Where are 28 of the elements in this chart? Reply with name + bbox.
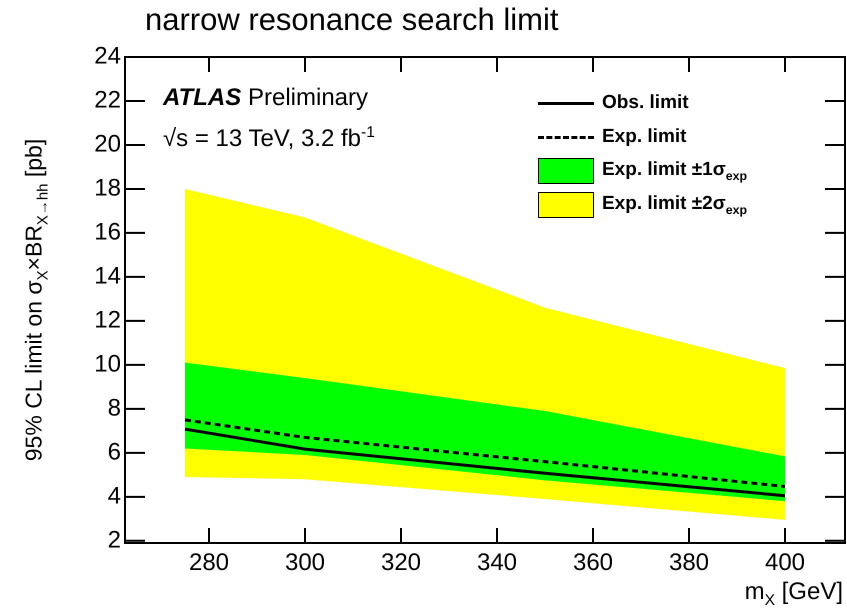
y-tick-label: 2 <box>108 526 121 554</box>
annotation: Preliminary <box>248 84 368 112</box>
x-axis-title: m$_{X}$ [GeV] <box>744 578 843 610</box>
x-tick-label: 360 <box>572 549 614 576</box>
x-tick-label: 300 <box>284 549 326 576</box>
y-tick-label: 16 <box>94 218 121 246</box>
y-tick-label: 8 <box>108 394 121 422</box>
annotation: ATLAS <box>163 84 242 112</box>
y-tick-label: 10 <box>94 350 121 378</box>
legend-label: Exp. limit ±2σ$_{exp}$ <box>602 193 748 217</box>
x-tick-label: 320 <box>380 549 422 576</box>
x-tick-label: 380 <box>668 549 710 576</box>
y-tick-label: 12 <box>94 306 121 334</box>
y-tick-label: 18 <box>94 174 121 202</box>
y-tick-label: 14 <box>94 262 121 290</box>
legend-label: Exp. limit <box>602 126 686 148</box>
y-tick-label: 24 <box>94 42 121 70</box>
legend-label: Exp. limit ±1σ$_{exp}$ <box>602 159 748 183</box>
y-tick-label: 22 <box>94 86 121 114</box>
legend-label: Obs. limit <box>602 92 689 114</box>
x-tick-label: 340 <box>476 549 518 576</box>
y-tick-label: 20 <box>94 130 121 158</box>
x-tick-label: 280 <box>188 549 230 576</box>
chart-title: narrow resonance search limit <box>145 2 559 38</box>
y-tick-label: 4 <box>108 482 121 510</box>
y-tick-label: 6 <box>108 438 121 466</box>
x-tick-label: 400 <box>764 549 806 576</box>
annotation: √s = 13 TeV, 3.2 fb$^{-1}$ <box>163 124 375 153</box>
